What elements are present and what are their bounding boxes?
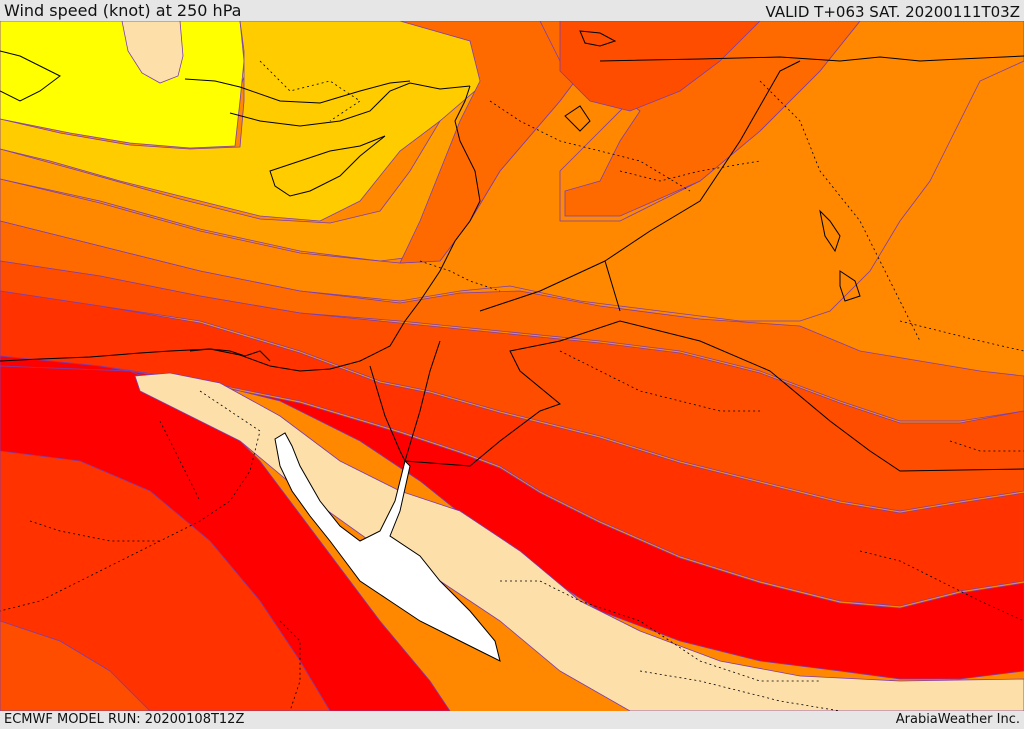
- wind-band-red: [0, 355, 1024, 680]
- model-run-label: ECMWF MODEL RUN: 20200108T12Z: [4, 712, 245, 727]
- footer-bar: ECMWF MODEL RUN: 20200108T12Z ArabiaWeat…: [0, 711, 1024, 729]
- map-title: Wind speed (knot) at 250 hPa: [4, 1, 242, 20]
- wind-band-red-orange-sw: [0, 620, 151, 711]
- credit-label: ArabiaWeather Inc.: [895, 712, 1020, 727]
- valid-time-label: VALID T+063 SAT. 20200111T03Z: [765, 3, 1020, 21]
- wind-band-beige-nw: [121, 21, 184, 84]
- header-bar: Wind speed (knot) at 250 hPa VALID T+063…: [0, 0, 1024, 21]
- wind-speed-map: [0, 21, 1024, 711]
- wind-band-dark-orange-upper: [399, 21, 621, 264]
- wind-band-dark-red-orange: [0, 290, 1024, 607]
- wind-band-amber-north: [0, 21, 541, 262]
- wind-band-dark-orange-mid: [0, 220, 1024, 422]
- wind-band-red-orange-top: [559, 21, 761, 112]
- wind-band-dark-red-orange-sw: [0, 450, 331, 711]
- coastlines: [0, 30, 1024, 472]
- red-sea-water: [274, 432, 501, 662]
- internal-borders: [0, 60, 1024, 711]
